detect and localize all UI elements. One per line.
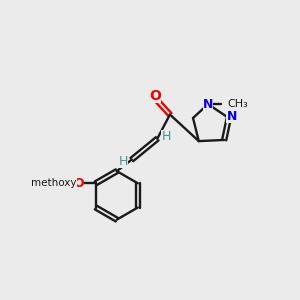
- Text: H: H: [118, 155, 128, 168]
- Text: N: N: [226, 110, 237, 123]
- Text: H: H: [161, 130, 171, 143]
- Text: O: O: [73, 177, 84, 190]
- Text: N: N: [203, 98, 213, 111]
- Text: O: O: [149, 88, 161, 103]
- Text: CH₃: CH₃: [227, 99, 248, 109]
- Text: methoxy: methoxy: [32, 178, 77, 188]
